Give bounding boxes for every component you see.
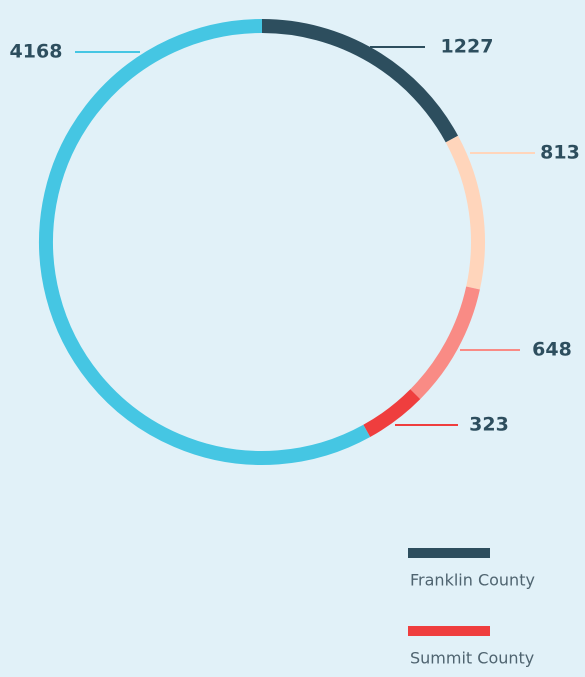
legend-label: Franklin County [410, 571, 535, 590]
value-label: 4168 [10, 41, 63, 63]
donut-segment [363, 389, 421, 438]
value-label: 813 [540, 142, 580, 164]
value-label: 648 [532, 339, 572, 361]
legend-swatch [408, 548, 490, 558]
donut-segment [445, 135, 485, 290]
value-label: 1227 [441, 36, 494, 58]
donut-segment [39, 19, 371, 465]
donut-segment [410, 286, 480, 400]
legend-swatch [408, 626, 490, 636]
value-label: 323 [469, 414, 509, 436]
donut-segment [261, 19, 459, 143]
legend-label: Summit County [410, 649, 534, 668]
